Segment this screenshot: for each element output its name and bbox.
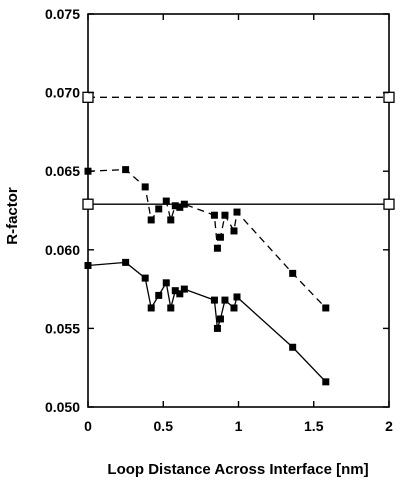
series-3 <box>84 166 330 312</box>
filled-square-marker <box>289 343 297 351</box>
y-tick-label: 0.075 <box>45 6 80 22</box>
open-square-marker <box>383 91 395 103</box>
x-tick-label: 0.5 <box>154 418 174 434</box>
filled-square-marker <box>210 296 218 304</box>
filled-square-marker <box>230 227 238 235</box>
filled-square-marker <box>176 203 184 211</box>
x-tick-label: 2 <box>385 418 393 434</box>
y-tick-label: 0.060 <box>45 242 80 258</box>
x-tick-label: 0 <box>84 418 92 434</box>
y-axis-title: R-factor <box>4 187 21 245</box>
filled-square-marker <box>289 269 297 277</box>
filled-square-marker <box>162 197 170 205</box>
filled-square-marker <box>147 216 155 224</box>
filled-square-marker <box>167 304 175 312</box>
filled-square-marker <box>322 304 330 312</box>
x-axis-title: Loop Distance Across Interface [nm] <box>107 461 368 478</box>
filled-square-marker <box>322 378 330 386</box>
series-4 <box>84 258 330 386</box>
x-tick-label: 1 <box>235 418 243 434</box>
filled-square-marker <box>84 262 92 270</box>
filled-square-marker <box>171 287 179 295</box>
filled-square-marker <box>213 244 221 252</box>
filled-square-marker <box>216 315 224 323</box>
x-tick-label: 1.5 <box>304 418 324 434</box>
filled-square-marker <box>180 285 188 293</box>
y-tick-label: 0.050 <box>45 399 80 415</box>
open-square-marker <box>82 91 94 103</box>
y-tick-label: 0.055 <box>45 320 80 336</box>
filled-square-marker <box>233 293 241 301</box>
filled-square-marker <box>141 183 149 191</box>
filled-square-marker <box>210 211 218 219</box>
series-1 <box>82 91 395 103</box>
filled-square-marker <box>167 216 175 224</box>
filled-square-marker <box>122 166 130 174</box>
filled-square-marker <box>230 304 238 312</box>
series-line <box>87 261 327 383</box>
y-tick-label: 0.070 <box>45 85 80 101</box>
filled-square-marker <box>233 208 241 216</box>
filled-square-marker <box>147 304 155 312</box>
filled-square-marker <box>216 233 224 241</box>
tick-layer: 0 0.5 1 1.5 2 0.050 0.055 0.060 0.065 0.070 0.075 <box>45 6 393 434</box>
filled-square-marker <box>155 291 163 299</box>
filled-square-marker <box>122 258 130 266</box>
open-square-marker <box>82 198 94 210</box>
filled-square-marker <box>141 274 149 282</box>
series-2 <box>82 198 395 210</box>
open-square-marker <box>383 198 395 210</box>
filled-square-marker <box>162 279 170 287</box>
filled-square-marker <box>171 202 179 210</box>
filled-square-marker <box>176 290 184 298</box>
series-line <box>87 168 327 309</box>
filled-square-marker <box>213 324 221 332</box>
y-tick-label: 0.065 <box>45 163 80 179</box>
filled-square-marker <box>221 211 229 219</box>
series-layer <box>82 91 395 386</box>
filled-square-marker <box>221 296 229 304</box>
filled-square-marker <box>155 205 163 213</box>
filled-square-marker <box>180 200 188 208</box>
